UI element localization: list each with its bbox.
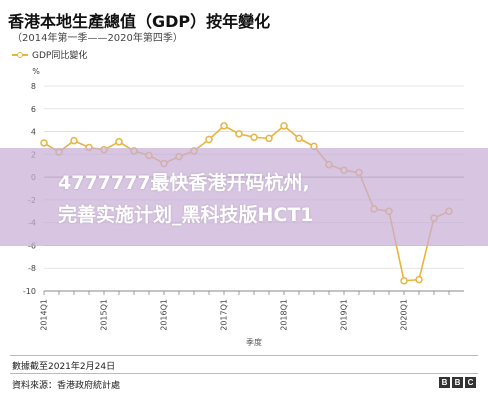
data-point [70, 136, 78, 145]
data-source: 資料來源：香港政府統計處 [12, 381, 121, 391]
y-tick-label: 6 [31, 105, 36, 114]
x-tick-label: 2019Q1 [340, 299, 349, 331]
chart-subtitle: （2014年第一季——2020年第四季） [12, 33, 183, 44]
data-point [205, 135, 213, 144]
x-axis-title: 季度 [246, 337, 262, 347]
y-tick-label: 8 [31, 82, 36, 91]
x-tick-label: 2017Q1 [220, 299, 229, 331]
data-point [265, 134, 273, 143]
y-tick-label: 4 [31, 128, 36, 137]
bbc-logo-letter-2: B [452, 377, 463, 388]
overlay-banner: 4777777最快香港开码杭州, 完善实施计划_黑科技版HCT1 [0, 148, 488, 246]
data-point [40, 139, 48, 147]
x-tick-label: 2016Q1 [160, 299, 169, 331]
footer-divider-bottom [10, 373, 478, 374]
legend-line-icon [12, 51, 28, 59]
data-point [235, 130, 243, 138]
x-tick-label: 2015Q1 [100, 299, 109, 331]
overlay-text-line-1: 4777777最快香港开码杭州, [58, 172, 310, 194]
chart-legend: GDP同比變化 [12, 48, 87, 61]
data-point [250, 133, 258, 141]
bbc-logo-letter-1: B [439, 377, 450, 388]
y-tick-label: -8 [28, 264, 36, 273]
y-tick-label: -10 [23, 287, 36, 296]
bbc-logo: B B C [439, 377, 476, 388]
data-point [280, 122, 288, 130]
x-tick-label: 2020Q1 [400, 299, 409, 331]
chart-title: 香港本地生產總值（GDP）按年變化 [8, 12, 271, 31]
data-point [115, 138, 123, 146]
x-tick-label: 2018Q1 [280, 299, 289, 331]
overlay-text-line-2: 完善实施计划_黑科技版HCT1 [58, 204, 314, 226]
y-axis-unit-label: % [32, 67, 40, 76]
x-tick-label: 2014Q1 [40, 299, 49, 331]
bbc-logo-letter-3: C [465, 377, 476, 388]
data-point [295, 134, 303, 143]
footer-divider-top [10, 355, 478, 356]
legend-label: GDP同比變化 [32, 51, 88, 61]
data-point [400, 277, 408, 285]
data-date-note: 數據截至2021年2月24日 [12, 362, 116, 372]
data-point [220, 122, 228, 130]
data-point [415, 275, 423, 284]
